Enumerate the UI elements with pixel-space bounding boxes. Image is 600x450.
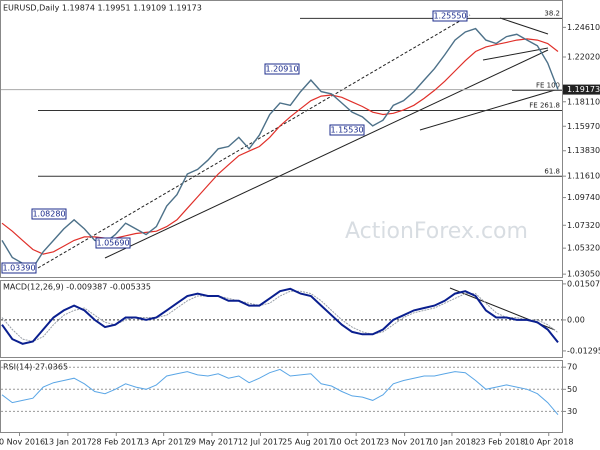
y-tick-label: 50 — [567, 385, 577, 394]
fib-label: 38.2 — [544, 9, 560, 17]
y-tick-label: 1.05320 — [567, 244, 600, 253]
triangle-line — [499, 17, 549, 35]
y-tick-label: 1.03050 — [567, 270, 600, 279]
x-tick-label: 13 Jan 2017 — [44, 438, 92, 447]
x-tick-label: 10 Apr 2018 — [524, 438, 573, 447]
x-tick-label: 23 Nov 2017 — [379, 438, 430, 447]
triangle-line — [482, 47, 549, 61]
price-panel — [0, 0, 563, 278]
y-tick-label: 1.09740 — [567, 193, 600, 202]
annotation-label: 1.20910 — [265, 65, 298, 74]
y-tick-label: 1.18110 — [567, 97, 600, 106]
y-tick-label: 1.15970 — [567, 122, 600, 131]
y-tick-label: 1.11610 — [567, 172, 600, 181]
annotation-box — [1, 262, 37, 274]
y-tick-label: 1.07320 — [567, 221, 600, 230]
x-tick-label: 23 Feb 2018 — [475, 438, 525, 447]
annotation-label: 1.08280 — [32, 210, 65, 219]
fib-label: FE 261.8 — [529, 101, 560, 109]
x-tick-label: 10 Oct 2017 — [331, 438, 380, 447]
chart-title: EURUSD,Daily 1.19874 1.19951 1.19109 1.1… — [3, 4, 202, 13]
x-tick-label: 12 Jul 2017 — [238, 438, 283, 447]
macd-title: MACD(12,26,9) -0.009387 -0.005335 — [3, 283, 151, 292]
x-tick-label: 10 Jan 2018 — [428, 438, 476, 447]
trend-line — [104, 49, 549, 259]
series-line — [1, 38, 559, 255]
annotation-label: 1.03390 — [2, 264, 35, 273]
y-tick-label: 30 — [567, 407, 577, 416]
last-price-label: 1.19173 — [567, 85, 600, 94]
annotation-label: 1.15530 — [330, 126, 363, 135]
y-tick-label: 0.00 — [567, 315, 585, 324]
annotation-label: 1.05690 — [96, 239, 129, 248]
y-tick-label: -0.012957 — [567, 346, 600, 355]
x-tick-label: 13 Apr 2017 — [139, 438, 188, 447]
y-tick-label: 70 — [567, 363, 577, 372]
macd-panel — [0, 280, 563, 358]
y-tick-label: 0.015073 — [567, 279, 600, 288]
annotation-label: 1.25550 — [433, 12, 466, 21]
rsi-panel — [0, 360, 563, 433]
annotation-box — [95, 237, 131, 249]
x-tick-label: 30 Nov 2016 — [0, 438, 45, 447]
annotation-box — [31, 208, 67, 220]
y-tick-label: 1.24610 — [567, 23, 600, 32]
annotation-box — [432, 10, 468, 22]
last-price-box — [563, 84, 600, 95]
rsi-title: RSI(14) 27.0365 — [3, 363, 68, 372]
fib-label: FE 100 — [536, 81, 560, 89]
y-tick-label: 1.22020 — [567, 53, 600, 62]
y-tick-label: 1.13830 — [567, 146, 600, 155]
annotation-box — [329, 124, 365, 136]
x-tick-label: 28 Feb 2017 — [91, 438, 141, 447]
series-line — [1, 287, 559, 345]
fib-label: 61.8 — [544, 167, 560, 175]
watermark: ActionForex.com — [345, 219, 528, 244]
x-tick-label: 25 Aug 2017 — [282, 438, 333, 447]
series-line — [1, 368, 559, 416]
annotation-box — [264, 63, 300, 75]
x-tick-label: 29 May 2017 — [186, 438, 238, 447]
series-line — [1, 27, 559, 269]
